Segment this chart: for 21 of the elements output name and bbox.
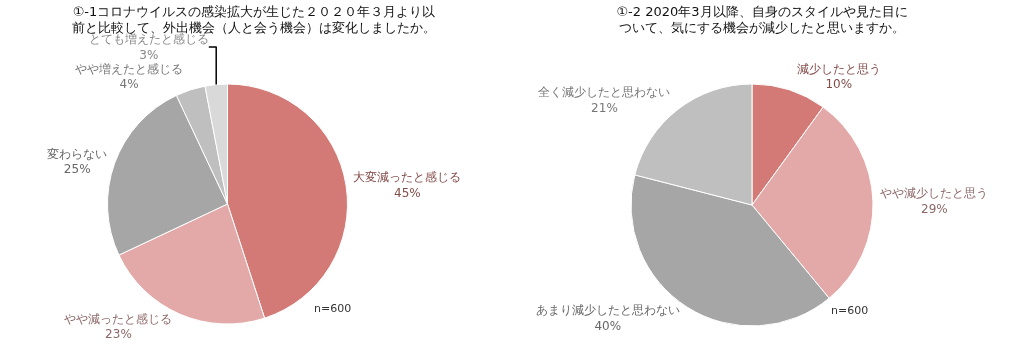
- slice-label: 減少したと思う: [796, 61, 881, 76]
- slice-label: あまり減少したと思わない: [535, 302, 680, 317]
- data-label: 25%: [63, 162, 91, 177]
- text: n=600: [831, 304, 869, 317]
- slice-label: 大変減ったと感じる: [353, 170, 462, 185]
- data-label: 3%: [139, 47, 159, 62]
- data-label: 4%: [119, 77, 139, 92]
- slice-label: やや減ったと感じる: [64, 311, 173, 326]
- data-label: 23%: [105, 327, 132, 342]
- slice-label: やや減少したと思う: [880, 186, 989, 201]
- slice-label: やや増えたと感じる: [75, 61, 184, 76]
- chart-title: ①-1コロナウイルスの感染拡大が生じた２０２０年３月より以前と比較して、外出機会（人と会う機会）は変化しましたか。: [71, 4, 437, 35]
- slice-label: 変わらない: [47, 146, 108, 161]
- data-label: 40%: [594, 318, 622, 333]
- data-label: 21%: [591, 100, 618, 115]
- data-label: 29%: [921, 201, 948, 216]
- chart-title: ①-2 2020年3月以降、自身のスタイルや見た目について、気にする機会が減少したと思いますか。: [615, 4, 909, 36]
- slice-label: 全く減少したと思わない: [538, 85, 671, 100]
- data-label: 45%: [394, 185, 421, 200]
- text: n=600: [314, 302, 352, 315]
- data-label: 10%: [825, 77, 853, 92]
